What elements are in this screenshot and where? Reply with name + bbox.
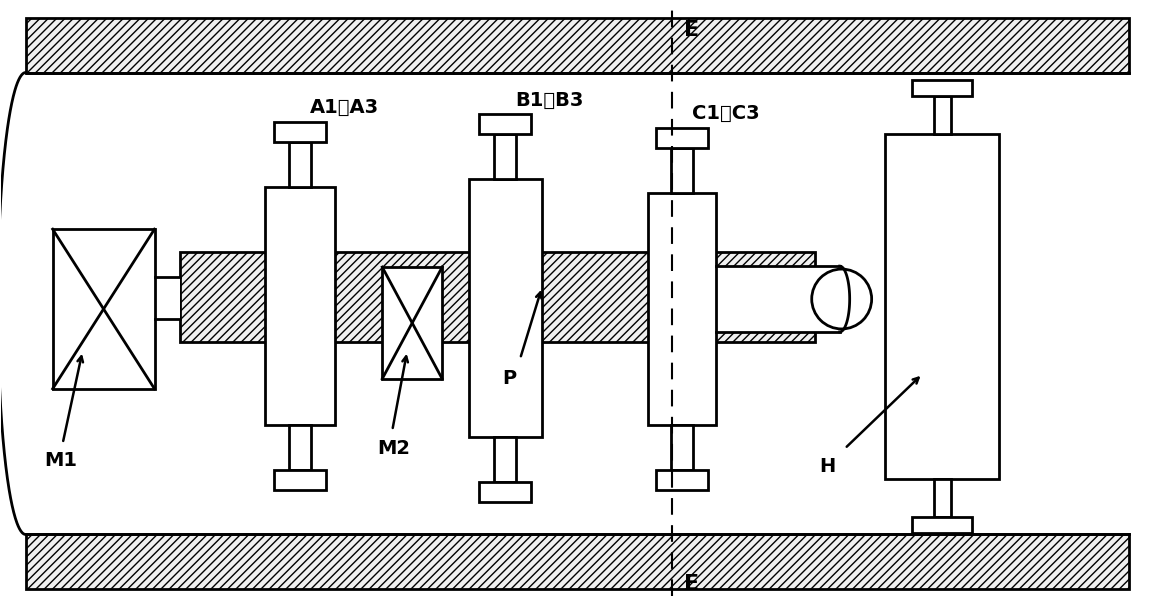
Bar [479,481,532,501]
Bar [25,535,1129,589]
Text: A1～A3: A1～A3 [310,98,380,117]
Bar [382,267,442,379]
Bar [479,115,532,134]
Bar [933,97,951,134]
Bar [25,72,1129,535]
Bar [885,134,999,478]
Bar [648,193,716,425]
Bar [494,134,516,179]
Text: M1: M1 [45,450,78,470]
Bar [290,425,312,470]
Bar [181,252,815,342]
Bar [913,517,972,534]
Bar [655,129,708,148]
Bar [52,229,154,389]
Text: E: E [684,574,699,594]
Bar [274,123,327,143]
Text: H: H [820,456,836,476]
Text: B1～B3: B1～B3 [515,90,584,109]
Bar [25,18,1129,72]
Bar [933,478,951,517]
Bar [670,425,692,470]
Bar [655,470,708,490]
Bar [494,436,516,481]
Bar [469,179,542,436]
Text: P: P [503,369,516,388]
Bar [265,188,336,425]
Bar [913,80,972,97]
Bar [274,470,327,490]
Bar [716,266,844,332]
Bar [154,277,181,319]
Text: E: E [684,19,699,39]
Bar [670,148,692,193]
Bar [290,143,312,188]
Text: C1～C3: C1～C3 [691,104,760,123]
Polygon shape [0,72,25,535]
Text: M2: M2 [378,439,410,458]
